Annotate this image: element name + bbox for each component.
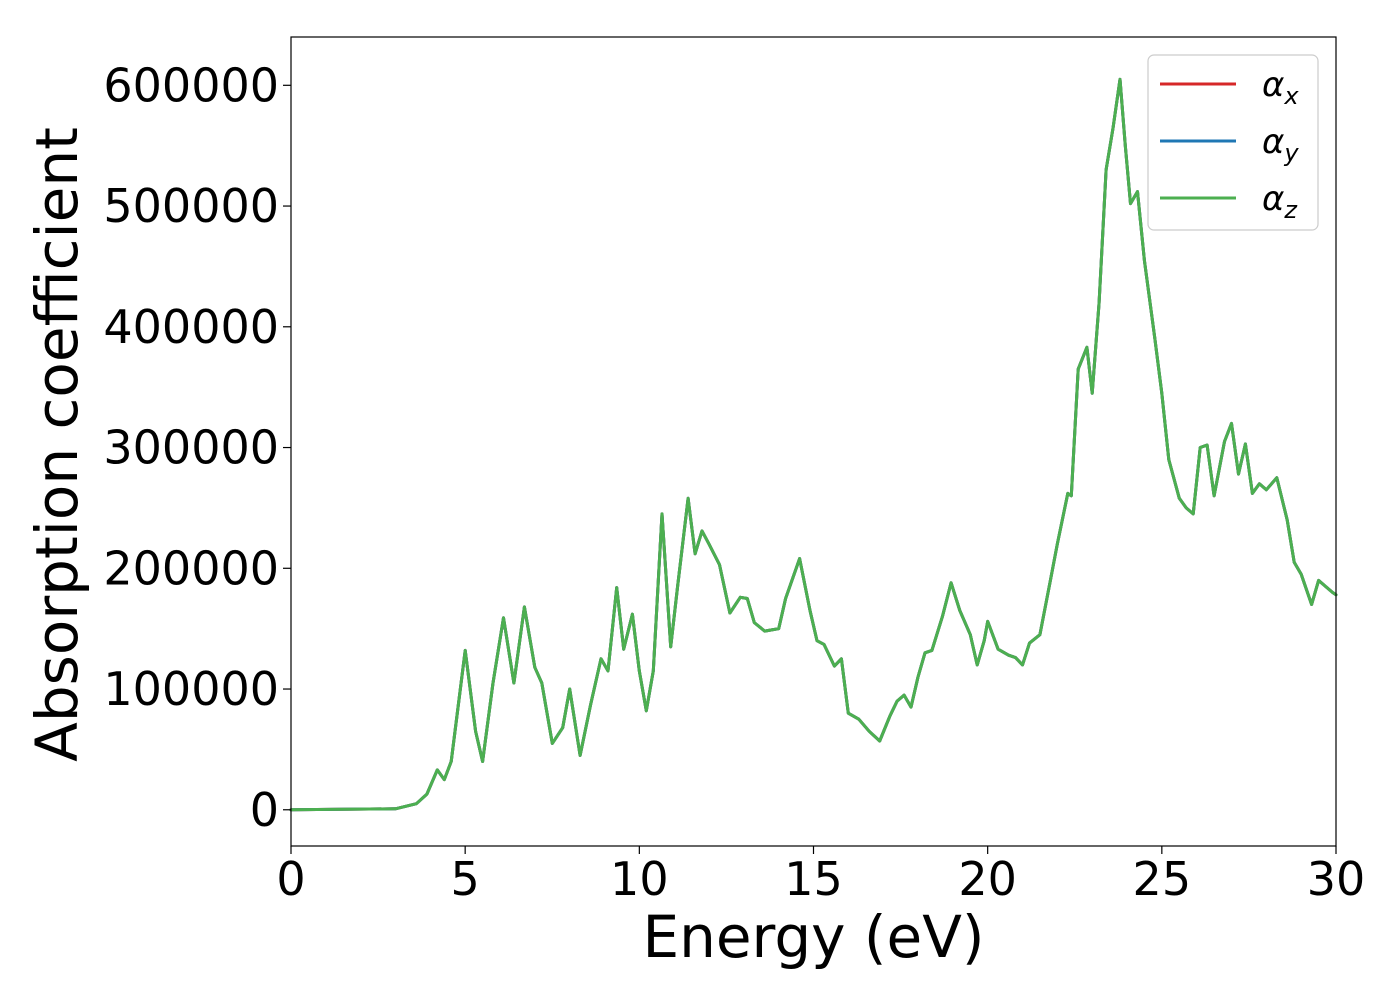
- legend-label-z: αz: [1262, 179, 1298, 224]
- y-tick-label: 0: [250, 783, 279, 837]
- x-tick-label: 25: [1133, 852, 1192, 906]
- legend-label-base: α: [1262, 179, 1284, 219]
- x-axis-ticks: 0 5 10 15 20 25 30: [276, 846, 1365, 906]
- x-tick-label: 10: [610, 852, 669, 906]
- y-tick-label: 300000: [103, 421, 279, 475]
- x-tick-label: 20: [958, 852, 1017, 906]
- series-line-z: [289, 77, 1338, 812]
- legend-label-subscript: z: [1283, 196, 1298, 224]
- y-axis-label: Absorption coefficient: [23, 127, 91, 762]
- y-tick-label: 400000: [103, 300, 279, 354]
- x-tick-label: 0: [276, 852, 305, 906]
- y-axis-ticks: 0 100000 200000 300000 400000 500000 600000: [103, 58, 291, 837]
- x-tick-label: 5: [451, 852, 480, 906]
- y-tick-label: 600000: [103, 58, 279, 112]
- y-tick-label: 100000: [103, 662, 279, 716]
- y-tick-label: 200000: [103, 541, 279, 595]
- x-tick-label: 15: [784, 852, 843, 906]
- x-tick-label: 30: [1307, 852, 1366, 906]
- legend-label-base: α: [1262, 122, 1284, 162]
- y-tick-label: 500000: [103, 179, 279, 233]
- legend-label-subscript: y: [1283, 139, 1299, 167]
- legend-label-x: αx: [1262, 65, 1299, 110]
- legend-label-y: αy: [1262, 122, 1299, 167]
- legend-label-subscript: x: [1283, 82, 1299, 110]
- legend-label-base: α: [1262, 65, 1284, 105]
- plot-lines: [289, 77, 1338, 812]
- x-axis-label: Energy (eV): [642, 903, 984, 971]
